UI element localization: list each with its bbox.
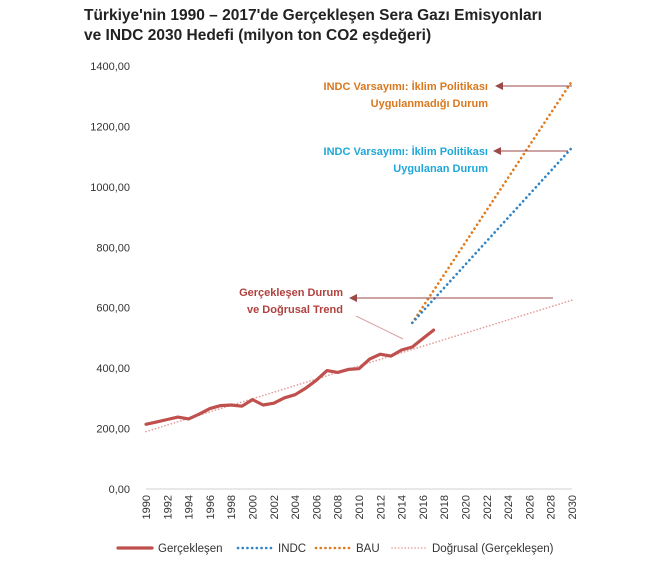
- x-tick-label: 1998: [226, 495, 238, 519]
- y-tick-label: 1200,00: [90, 121, 130, 133]
- chart-title-line-1: Türkiye'nin 1990 – 2017'de Gerçekleşen S…: [84, 7, 542, 24]
- x-tick-label: 1990: [141, 495, 153, 519]
- legend: Gerçekleşen INDC BAU Doğrusal (Gerçekleşen): [116, 543, 554, 555]
- y-tick-label: 1000,00: [90, 182, 130, 194]
- annotation-pointer: [355, 315, 404, 340]
- series-line-do-rusal-ger-ekle-en-: [145, 299, 573, 433]
- legend-label: Gerçekleşen: [158, 543, 223, 555]
- series-line-ger-ekle-en: [144, 328, 436, 426]
- chart-title-line-2: ve INDC 2030 Hedefi (milyon ton CO2 eşde…: [84, 27, 432, 44]
- series-line-indc: [410, 146, 574, 325]
- x-tick-label: 2018: [439, 495, 451, 519]
- annotation-text: INDC Varsayımı: İklim Politikası: [324, 145, 488, 158]
- legend-label: Doğrusal (Gerçekleşen): [432, 543, 554, 555]
- x-tick-label: 2020: [461, 495, 473, 519]
- x-tick-label: 2022: [482, 495, 494, 519]
- x-tick-label: 1996: [205, 495, 217, 519]
- x-tick-label: 2026: [524, 495, 536, 519]
- x-tick-label: 2008: [333, 495, 345, 519]
- chart-title: Türkiye'nin 1990 – 2017'de Gerçekleşen S…: [84, 6, 644, 46]
- y-tick-label: 1400,00: [90, 61, 130, 73]
- legend-label: INDC: [278, 543, 306, 555]
- annotation-text: Uygulanmadığı Durum: [371, 98, 489, 110]
- x-tick-label: 2016: [418, 495, 430, 519]
- x-tick-label: 2002: [269, 495, 281, 519]
- x-tick-label: 1992: [162, 495, 174, 519]
- y-tick-label: 400,00: [96, 363, 130, 375]
- x-tick-label: 2004: [290, 495, 302, 519]
- x-tick-label: 2030: [567, 495, 579, 519]
- y-tick-label: 200,00: [96, 424, 130, 436]
- x-tick-label: 1994: [184, 495, 196, 519]
- x-tick-label: 2014: [397, 495, 409, 519]
- series-layer: [144, 79, 574, 433]
- x-tick-label: 2000: [248, 495, 260, 519]
- x-axis: 1990 1992 1994 1996 1998 2000 2002 2004 2006 2008…: [141, 488, 579, 519]
- annotations-layer: INDC Varsayımı: İklim Politikası Uygulanm…: [239, 80, 572, 340]
- x-tick-label: 2024: [503, 495, 515, 519]
- y-tick-label: 600,00: [96, 303, 130, 315]
- x-tick-label: 2006: [311, 495, 323, 519]
- x-tick-label: 2012: [375, 495, 387, 519]
- annotation-text: Uygulanan Durum: [393, 163, 488, 175]
- y-tick-label: 0,00: [109, 484, 130, 496]
- series-line-bau: [410, 79, 574, 325]
- annotation-text: ve Doğrusal Trend: [247, 304, 343, 316]
- annotation-text: INDC Varsayımı: İklim Politikası: [324, 80, 488, 93]
- legend-label: BAU: [356, 543, 380, 555]
- x-tick-label: 2010: [354, 495, 366, 519]
- x-tick-label: 2028: [546, 495, 558, 519]
- y-tick-label: 800,00: [96, 242, 130, 254]
- y-axis: 0,00 200,00 400,00 600,00 800,00 1000,00 1200,…: [90, 61, 130, 496]
- annotation-text: Gerçekleşen Durum: [239, 287, 343, 299]
